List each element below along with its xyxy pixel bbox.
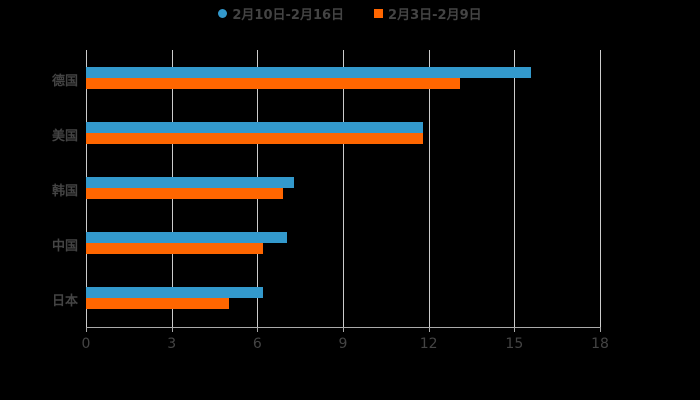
- axis-tick: [514, 327, 516, 332]
- x-tick-label: 3: [167, 336, 177, 352]
- x-tick-label: 9: [338, 336, 348, 352]
- legend-item-week2[interactable]: 2月10日-2月16日: [218, 4, 344, 23]
- legend-item-week1[interactable]: 2月3日-2月9日: [374, 4, 482, 23]
- axis-tick: [343, 327, 344, 332]
- category-label: 美国: [51, 129, 78, 144]
- axis-tick: [86, 327, 87, 332]
- category-label: 中国: [51, 239, 78, 254]
- legend-label: 2月10日-2月16日: [232, 8, 345, 23]
- x-tick-label: 12: [419, 336, 438, 352]
- category-label: 德国: [51, 74, 78, 89]
- gridline: [600, 50, 601, 327]
- x-axis: [86, 327, 600, 328]
- x-tick-label: 18: [591, 336, 609, 352]
- bar[interactable]: [86, 67, 532, 78]
- bar[interactable]: [86, 287, 264, 298]
- gridline: [514, 50, 516, 327]
- axis-tick: [600, 327, 601, 332]
- bar[interactable]: [86, 177, 295, 188]
- x-tick-label: 15: [505, 336, 524, 352]
- bar[interactable]: [86, 122, 423, 133]
- bar[interactable]: [86, 243, 264, 254]
- axis-tick: [257, 327, 259, 332]
- bar[interactable]: [86, 298, 229, 309]
- legend-label: 2月3日-2月9日: [388, 8, 482, 23]
- legend-square-icon: [374, 9, 384, 18]
- bar[interactable]: [86, 133, 423, 144]
- axis-tick: [428, 327, 430, 332]
- bar[interactable]: [86, 232, 288, 243]
- bar[interactable]: [86, 188, 284, 199]
- axis-tick: [171, 327, 173, 332]
- x-tick-label: 0: [81, 336, 91, 352]
- bar[interactable]: [86, 78, 461, 89]
- x-tick-label: 6: [252, 336, 262, 352]
- gridline: [428, 50, 430, 327]
- gridline: [343, 50, 344, 327]
- legend: 2月10日-2月16日 2月3日-2月9日: [0, 4, 700, 23]
- category-label: 日本: [51, 294, 78, 309]
- category-label: 韩国: [51, 184, 78, 199]
- legend-dot-icon: [218, 9, 228, 18]
